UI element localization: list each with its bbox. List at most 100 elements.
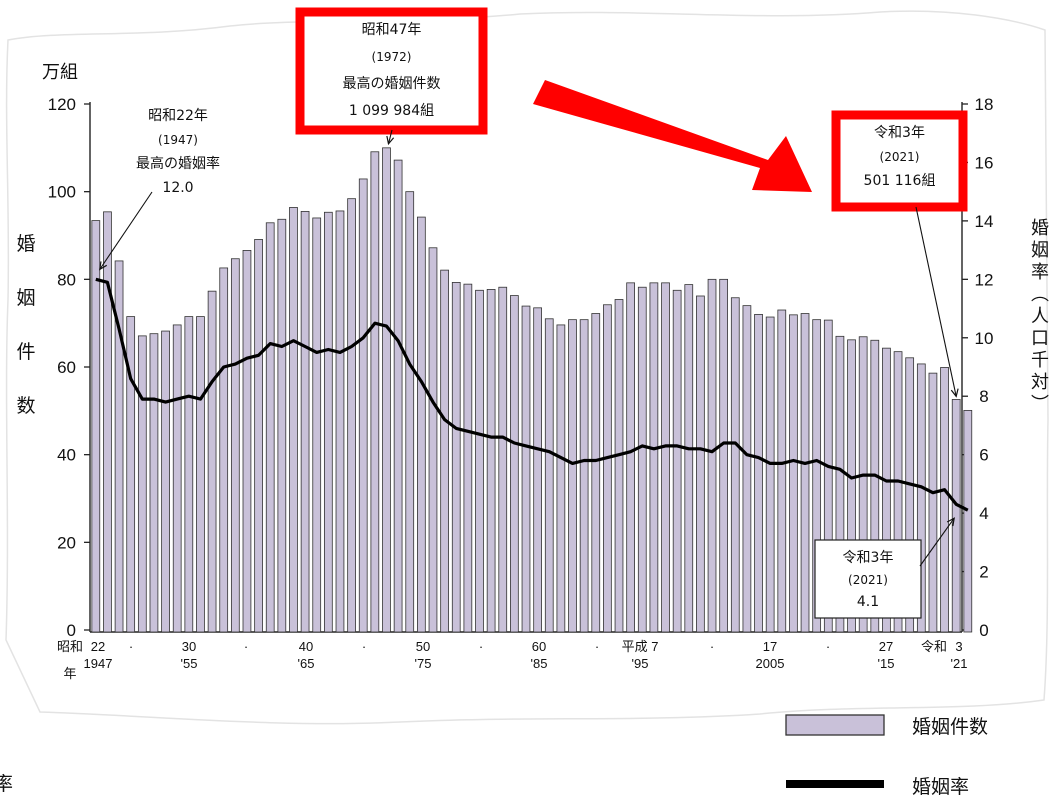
- bar-1977: [440, 269, 449, 633]
- bar-2022: [963, 409, 973, 633]
- bar-1987: [556, 324, 566, 633]
- bar-1950: [126, 316, 136, 633]
- x-axis-ticks: 昭和年 22 1947 · 30 '55 · 40 '65 · 50 '75 · 60 '85 · 平成 7 '9…: [57, 639, 967, 681]
- annotation-leader-line: [919, 517, 955, 567]
- x-tick-bottom: 1947: [84, 656, 113, 671]
- x-tick-bottom: '85: [531, 656, 548, 671]
- bar-1982: [498, 286, 508, 633]
- x-tick-top: 平成 7: [622, 639, 659, 654]
- bar-2000: [707, 278, 717, 633]
- left-axis-label-char: 婚: [16, 233, 35, 255]
- left-tick-label: 40: [57, 446, 76, 465]
- bar-1994: [637, 286, 647, 633]
- bar-1996: [661, 282, 670, 633]
- x-tick-top: ·: [129, 639, 133, 654]
- bar-1955: [184, 316, 194, 633]
- bar-1974: [405, 191, 415, 633]
- right-tick-label: 6: [979, 446, 988, 465]
- annotation-leader-line: [915, 206, 957, 397]
- rate-line-series: [95, 277, 969, 512]
- annotation-text: (1972): [372, 50, 412, 64]
- right-axis-label-char: 婚: [1031, 218, 1049, 239]
- x-tick-top: 27: [879, 639, 893, 654]
- bar-1947: [91, 220, 101, 633]
- right-axis-ticks: 0 2 4 6 8 10 12 14 16 18: [962, 95, 993, 640]
- annotation-0: 昭和22年 (1947) 最高の婚姻率 12.0: [99, 108, 220, 271]
- legend: 婚姻件数 婚姻率: [785, 714, 988, 798]
- bar-1952: [149, 333, 159, 633]
- annotation-arrowhead-icon: [946, 517, 955, 527]
- left-axis-ticks: 0 20 40 60 80 100 120: [48, 95, 90, 640]
- bar-1976: [428, 247, 438, 633]
- right-axis-label-char: 人: [1031, 306, 1049, 327]
- bar-1985: [533, 307, 542, 633]
- bar-2009: [812, 319, 822, 633]
- x-tick-bottom: '75: [415, 656, 432, 671]
- annotation-text: 501 116組: [864, 173, 936, 189]
- right-axis-label-char: 姻: [1031, 240, 1049, 261]
- bar-1958: [219, 267, 229, 633]
- legend-bar-swatch: [785, 714, 885, 736]
- x-tick-top: 3: [955, 639, 962, 654]
- bar-2015: [882, 347, 891, 633]
- left-axis-label-char: 数: [16, 395, 35, 417]
- bar-2008: [800, 313, 810, 633]
- x-tick-top: ·: [710, 639, 714, 654]
- bar-1961: [254, 239, 263, 633]
- annotation-3: 令和3年 (2021) 4.1: [814, 517, 955, 619]
- bar-2021: [951, 399, 961, 633]
- x-tick-top: 40: [299, 639, 313, 654]
- bar-1964: [289, 207, 298, 633]
- x-tick-top: 22: [91, 639, 105, 654]
- bar-1966: [312, 217, 322, 633]
- bar-2016: [893, 351, 903, 633]
- bar-2006: [777, 309, 787, 633]
- bar-1993: [626, 282, 635, 633]
- annotation-text: (2021): [880, 150, 920, 164]
- annotation-leader-line: [387, 129, 393, 144]
- annotation-text: 最高の婚姻件数: [343, 75, 441, 92]
- bar-2002: [730, 297, 740, 633]
- bar-1983: [510, 295, 519, 633]
- left-axis-unit: 万組: [42, 62, 78, 82]
- right-tick-label: 4: [979, 504, 988, 523]
- bar-1998: [684, 284, 694, 633]
- bar-1954: [172, 324, 182, 633]
- annotation-arrowhead-icon: [386, 135, 395, 146]
- right-axis-label-char: 千: [1031, 350, 1049, 371]
- x-tick-top: 17: [763, 639, 777, 654]
- bar-1956: [196, 316, 205, 633]
- bar-1968: [335, 210, 345, 633]
- bar-2012: [847, 339, 856, 633]
- right-tick-label: 8: [979, 387, 988, 406]
- left-axis-label-char: 件: [16, 341, 35, 363]
- bar-1949: [114, 260, 124, 633]
- left-axis-label: 婚姻件数: [16, 233, 35, 417]
- x-tick-top: 昭和: [57, 639, 83, 654]
- x-tick-top: ·: [244, 639, 248, 654]
- x-tick-bottom: '55: [181, 656, 198, 671]
- annotation-text: 1 099 984組: [349, 103, 434, 119]
- right-axis-label-char: 対: [1031, 372, 1049, 393]
- bar-1970: [358, 178, 368, 633]
- bar-1990: [591, 313, 601, 633]
- legend-bar-label: 婚姻件数: [912, 716, 988, 738]
- bar-1989: [579, 319, 589, 633]
- red-arrow-icon: [533, 80, 812, 192]
- annotation-text: 最高の婚姻率: [136, 155, 220, 172]
- bar-2001: [719, 278, 729, 633]
- annotation-highlight-frame: [831, 110, 968, 212]
- bar-1992: [614, 299, 624, 633]
- bar-1972: [382, 147, 391, 633]
- right-axis-label-char: 率: [1031, 262, 1049, 283]
- bar-1995: [649, 282, 659, 633]
- x-tick-top: 50: [416, 639, 430, 654]
- bar-2018: [916, 363, 926, 633]
- annotation-text: 令和3年: [843, 550, 894, 566]
- bar-1997: [672, 289, 682, 633]
- legend-line-label: 婚姻率: [912, 776, 969, 798]
- x-tick-top: ·: [826, 639, 830, 654]
- right-tick-label: 0: [979, 621, 988, 640]
- left-edge-fragment: 率: [0, 773, 13, 795]
- right-axis-label-char: ︶: [1031, 394, 1049, 415]
